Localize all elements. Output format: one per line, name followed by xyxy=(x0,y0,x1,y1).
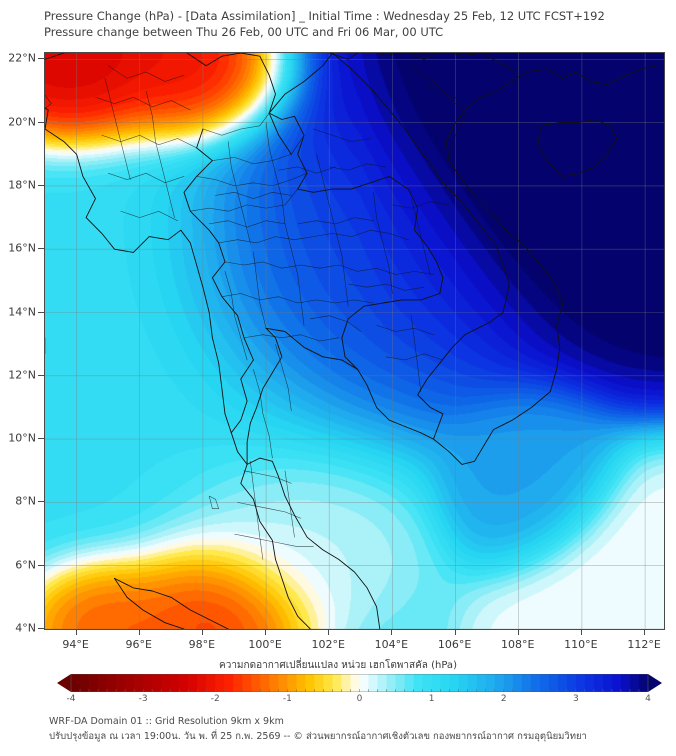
lon-tick-label: 98°E xyxy=(188,638,216,651)
colorbar-tick-label: 0 xyxy=(356,694,363,704)
lat-tick-mark xyxy=(38,58,44,60)
colorbar-label: ความกดอากาศเปลี่ยนแปลง หน่วย เฮกโตพาสคัล… xyxy=(219,660,457,671)
colorbar-gradient xyxy=(57,674,662,692)
colorbar-tick-label: -1 xyxy=(282,694,292,704)
lat-tick-mark xyxy=(38,311,44,313)
lon-tick-mark xyxy=(138,629,140,635)
lat-tick-mark xyxy=(38,628,44,629)
lon-tick-label: 110°E xyxy=(564,638,598,651)
lat-tick-label: 20°N xyxy=(8,115,36,129)
page-subtitle: Pressure change between Thu 26 Feb, 00 U… xyxy=(44,25,444,39)
lat-tick-label: 16°N xyxy=(8,241,36,255)
colorbar-tick-label: 3 xyxy=(573,694,579,704)
lon-tick-label: 104°E xyxy=(374,638,409,651)
colorbar-tick-label: 1 xyxy=(428,694,435,704)
footer-block: WRF-DA Domain 01 :: Grid Resolution 9km … xyxy=(49,714,669,744)
lon-tick-mark xyxy=(580,629,582,635)
lat-tick-label: 4°N xyxy=(15,621,36,635)
lon-tick-label: 106°E xyxy=(437,638,472,651)
lat-tick-mark xyxy=(38,121,44,123)
lon-tick-label: 100°E xyxy=(248,638,282,651)
colorbar-tick-label: 4 xyxy=(645,694,651,704)
lon-tick-mark xyxy=(454,629,456,635)
footer-model-info: WRF-DA Domain 01 :: Grid Resolution 9km … xyxy=(49,716,284,727)
latitude-axis: 4°N 6°N 8°N 10°N 12°N 14°N 16°N 18°N 20°N 22°N xyxy=(0,51,44,635)
lon-tick-label: 94°E xyxy=(62,638,89,651)
lat-tick-label: 12°N xyxy=(8,368,36,382)
lat-tick-mark xyxy=(38,501,44,503)
lon-tick-label: 102°E xyxy=(311,638,345,651)
colorbar-tick-label: 2 xyxy=(500,694,507,704)
colorbar-section: ความกดอากาศเปลี่ยนแปลง หน่วย เฮกโตพาสคัล… xyxy=(0,658,676,706)
chart-title-block: Pressure Change (hPa) - [Data Assimilati… xyxy=(44,8,664,40)
pressure-change-field xyxy=(45,53,664,629)
page-title: Pressure Change (hPa) - [Data Assimilati… xyxy=(44,9,605,23)
colorbar-tick-label: -4 xyxy=(66,694,76,704)
footer-credit: ปรับปรุงข้อมูล ณ เวลา 19:00น. วัน พ. ที่… xyxy=(49,731,587,742)
lat-tick-label: 10°N xyxy=(8,431,36,445)
lat-tick-mark xyxy=(38,438,44,440)
lon-tick-mark xyxy=(201,629,203,635)
lat-tick-mark xyxy=(38,248,44,250)
lon-tick-mark xyxy=(517,629,519,635)
lat-tick-label: 22°N xyxy=(8,51,36,65)
lat-tick-label: 18°N xyxy=(8,178,36,192)
colorbar-tick-label: -2 xyxy=(210,694,220,704)
lon-tick-label: 112°E xyxy=(627,638,661,651)
lat-tick-label: 8°N xyxy=(15,494,36,508)
lat-tick-mark xyxy=(38,374,44,376)
lat-tick-label: 14°N xyxy=(8,305,36,319)
lat-tick-mark xyxy=(38,184,44,186)
map-plot-area xyxy=(44,52,665,630)
lon-tick-mark xyxy=(644,629,646,635)
longitude-axis: 94°E 96°E 98°E 100°E 102°E 104°E 106°E 108°E 110… xyxy=(0,638,676,654)
lat-tick-mark xyxy=(38,564,44,566)
lon-tick-label: 96°E xyxy=(125,638,152,651)
colorbar-tick-label: -3 xyxy=(138,694,148,704)
lon-tick-mark xyxy=(265,629,267,635)
lon-tick-mark xyxy=(75,629,77,635)
lat-tick-label: 6°N xyxy=(15,558,36,572)
lon-tick-label: 108°E xyxy=(500,638,535,651)
lon-tick-mark xyxy=(391,629,393,635)
lon-tick-mark xyxy=(328,629,330,635)
